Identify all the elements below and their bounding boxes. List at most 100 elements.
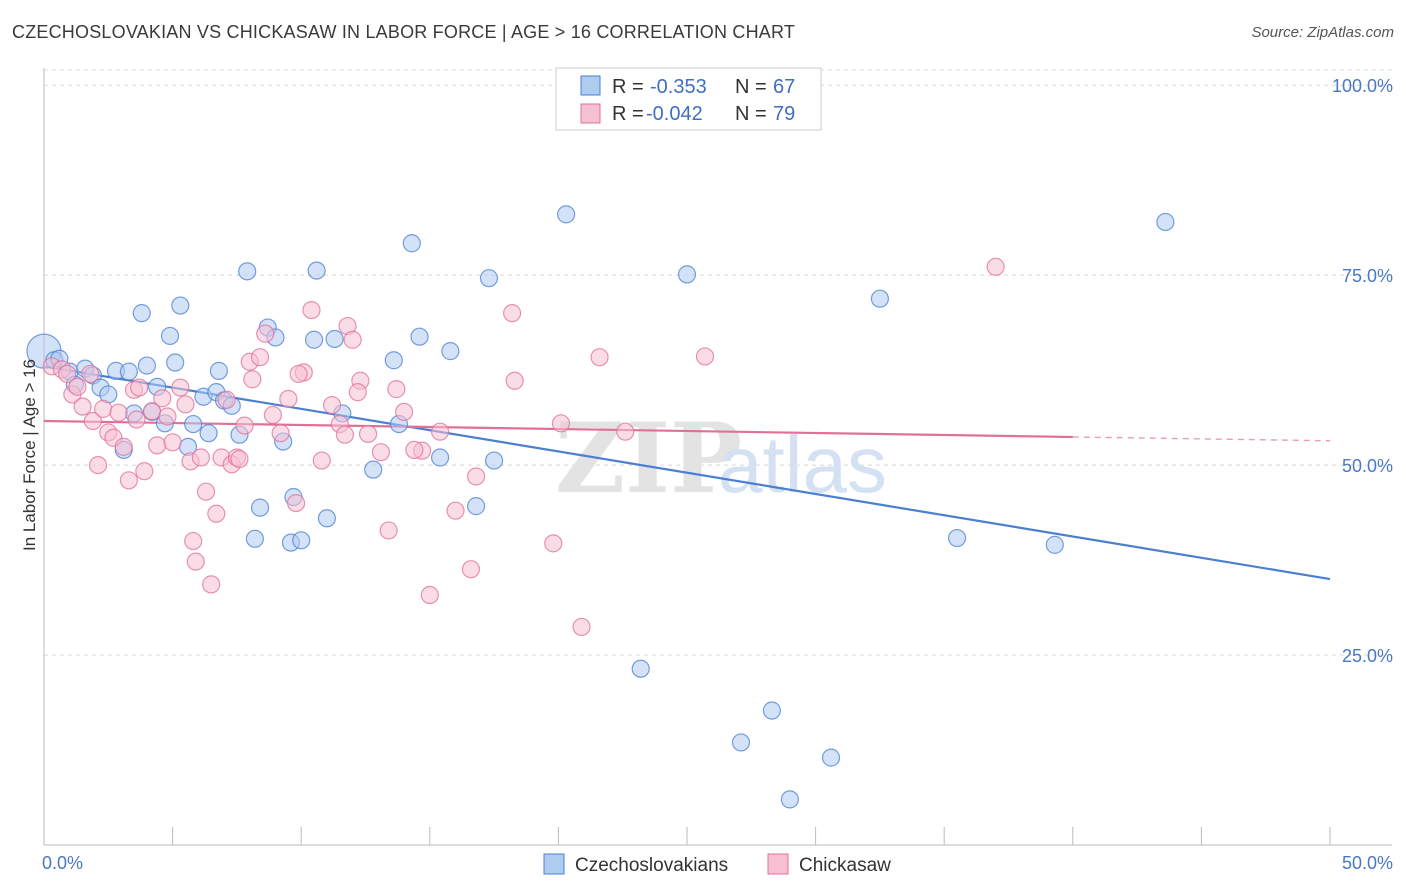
data-point xyxy=(551,414,571,433)
data-point xyxy=(119,362,138,381)
x-tick-labels: 0.0% 50.0% xyxy=(42,853,1393,873)
data-point xyxy=(238,262,257,281)
data-point xyxy=(68,377,87,396)
chart-title: CZECHOSLOVAKIAN VS CHICKASAW IN LABOR FO… xyxy=(12,22,796,42)
data-point xyxy=(410,327,429,346)
data-point xyxy=(250,348,270,367)
data-point xyxy=(307,261,326,280)
data-point xyxy=(289,364,308,384)
y-tick-label: 25.0% xyxy=(1342,646,1393,666)
data-point xyxy=(986,257,1005,276)
data-point xyxy=(461,560,481,579)
data-point xyxy=(158,407,177,426)
data-point xyxy=(322,395,342,415)
data-point xyxy=(485,451,504,470)
data-point xyxy=(245,529,265,548)
bottom-legend-swatch-pink xyxy=(767,853,789,875)
y-tick-label: 100.0% xyxy=(1332,76,1393,96)
data-point xyxy=(132,304,151,323)
data-point xyxy=(695,347,715,366)
data-point xyxy=(263,405,283,425)
legend-n-value: 67 xyxy=(773,76,795,98)
watermark-atlas: atlas xyxy=(718,420,887,509)
data-point xyxy=(466,467,486,486)
data-point xyxy=(335,425,355,444)
data-point xyxy=(379,521,398,540)
data-point xyxy=(371,443,391,462)
data-point xyxy=(243,370,262,389)
data-point xyxy=(163,433,182,452)
data-point xyxy=(184,414,203,434)
data-point xyxy=(731,733,751,752)
data-point xyxy=(83,411,102,431)
data-point xyxy=(479,269,499,288)
data-point xyxy=(230,449,249,469)
data-point xyxy=(631,659,650,678)
data-point xyxy=(73,397,92,416)
data-point xyxy=(312,451,331,470)
data-point xyxy=(256,324,275,343)
y-tick-label: 75.0% xyxy=(1342,266,1393,286)
data-point xyxy=(250,498,270,517)
watermark-zip: ZIP xyxy=(555,402,742,515)
data-point xyxy=(364,460,383,479)
data-point xyxy=(171,296,190,315)
legend-swatch-blue xyxy=(580,75,601,96)
legend-r-label: R = xyxy=(612,103,644,125)
data-point xyxy=(130,378,149,397)
data-point xyxy=(430,448,450,467)
data-point xyxy=(199,424,218,443)
data-point xyxy=(114,437,133,456)
data-point xyxy=(780,790,799,809)
data-point xyxy=(171,378,190,397)
data-point xyxy=(135,462,154,481)
data-point xyxy=(343,330,362,349)
data-point xyxy=(81,364,100,384)
legend-n-label: N = xyxy=(735,103,767,125)
data-point xyxy=(217,390,236,409)
bottom-legend-label: Czechoslovakians xyxy=(575,855,728,876)
data-point xyxy=(420,585,439,605)
data-point xyxy=(441,342,460,361)
data-point xyxy=(348,383,367,402)
data-point xyxy=(870,289,890,308)
data-point xyxy=(503,304,522,323)
data-point xyxy=(207,504,226,523)
data-point xyxy=(762,701,781,720)
data-point xyxy=(202,575,221,594)
data-point xyxy=(119,471,138,490)
data-point xyxy=(616,422,635,441)
data-point xyxy=(109,403,128,422)
data-point xyxy=(1045,535,1064,554)
data-point xyxy=(176,395,195,414)
data-point xyxy=(325,329,344,349)
data-point xyxy=(544,534,563,553)
bottom-legend-label: Chickasaw xyxy=(799,855,891,876)
y-axis-label: In Labor Force | Age > 16 xyxy=(20,359,39,551)
data-point xyxy=(153,389,172,408)
data-point xyxy=(557,205,576,224)
data-point xyxy=(384,351,403,370)
legend-r-value: -0.042 xyxy=(646,103,703,125)
data-point xyxy=(137,356,156,375)
data-point xyxy=(160,326,180,346)
data-point xyxy=(677,265,697,284)
data-point xyxy=(88,455,108,475)
bottom-legend-swatch-blue xyxy=(543,853,565,875)
data-point xyxy=(127,410,146,429)
data-point xyxy=(209,361,228,380)
trend-lines xyxy=(43,365,1331,581)
data-point xyxy=(302,300,321,320)
legend-n-label: N = xyxy=(735,76,767,98)
data-point xyxy=(590,348,609,367)
data-point xyxy=(1156,212,1175,232)
data-point xyxy=(292,531,311,550)
y-tick-labels: 25.0% 50.0% 75.0% 100.0% xyxy=(1332,76,1393,666)
legend-swatch-pink xyxy=(580,103,601,124)
data-point xyxy=(58,364,77,384)
data-point xyxy=(394,402,414,422)
data-point xyxy=(947,528,967,548)
source-credit: Source: ZipAtlas.com xyxy=(1251,24,1394,41)
data-points xyxy=(26,205,1175,809)
data-point xyxy=(235,416,254,435)
